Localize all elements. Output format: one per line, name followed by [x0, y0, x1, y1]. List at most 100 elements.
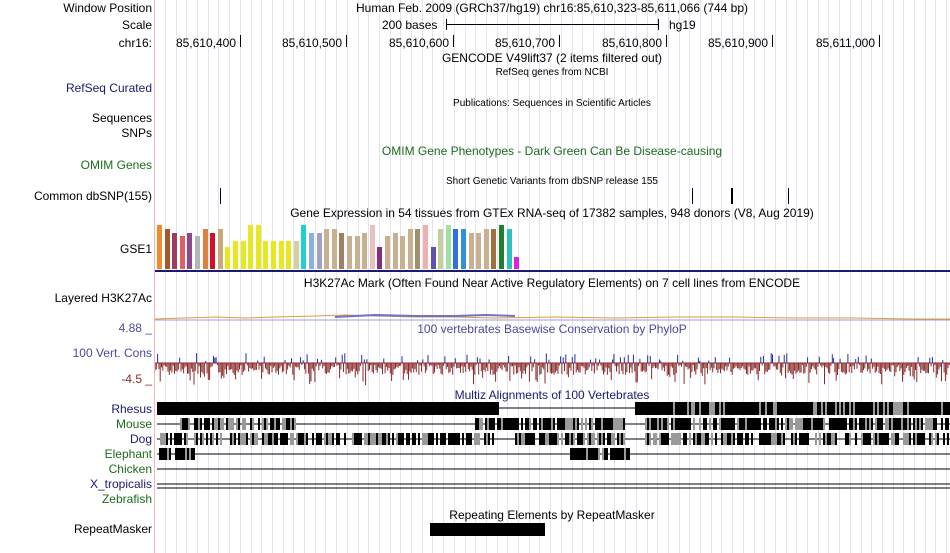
multiz-dog-block	[270, 433, 272, 445]
multiz-dog-block	[290, 433, 292, 445]
gtex-tissue-bar[interactable]	[355, 236, 360, 269]
multiz-mouse-block	[687, 418, 689, 430]
gtex-tissue-bar[interactable]	[377, 247, 382, 269]
multiz-rhesus-block	[731, 402, 733, 415]
multiz-dog-block	[220, 433, 222, 445]
multiz-rhesus-block	[859, 402, 861, 415]
dbsnp-variant[interactable]	[731, 188, 733, 204]
multiz-mouse-block	[885, 418, 887, 430]
gtex-tissue-bar[interactable]	[294, 241, 299, 269]
omim-track-label[interactable]: OMIM Genes	[80, 158, 152, 172]
gtex-tissue-bar[interactable]	[408, 229, 413, 269]
gtex-tissue-bar[interactable]	[393, 233, 398, 269]
multiz-dog-block	[845, 433, 847, 445]
multiz-mouse-block	[258, 418, 260, 430]
gtex-tissue-bar[interactable]	[484, 229, 489, 269]
gtex-tissue-bar[interactable]	[491, 229, 496, 269]
multiz-species-elephant[interactable]: Elephant	[104, 447, 152, 461]
gtex-tissue-bar[interactable]	[286, 241, 291, 269]
multiz-dog-block	[466, 433, 468, 445]
gtex-tissue-bar[interactable]	[362, 233, 367, 269]
h3k27ac-track-label[interactable]: Layered H3K27Ac	[54, 291, 152, 305]
phylop-track-label[interactable]: 100 Vert. Cons	[72, 346, 152, 360]
multiz-dog-block	[555, 433, 557, 445]
multiz-mouse-block	[274, 418, 276, 430]
multiz-mouse-block	[945, 418, 947, 430]
dbsnp-track-label[interactable]: Common dbSNP(155)	[33, 189, 152, 203]
refseq-track-label[interactable]: RefSeq Curated	[65, 81, 152, 95]
multiz-species-zebrafish[interactable]: Zebrafish	[101, 492, 152, 506]
gtex-tissue-bar[interactable]	[499, 225, 504, 269]
multiz-rhesus-block	[775, 402, 777, 415]
gtex-tissue-bar[interactable]	[187, 233, 192, 269]
gtex-tissue-bar[interactable]	[453, 229, 458, 269]
gtex-tissue-bar[interactable]	[507, 229, 512, 269]
gridline	[754, 0, 755, 553]
gtex-tissue-bar[interactable]	[271, 241, 276, 269]
multiz-dog-block	[539, 433, 541, 445]
gtex-tissue-bar[interactable]	[210, 233, 215, 269]
gtex-tissue-bar[interactable]	[225, 247, 230, 269]
dbsnp-variant[interactable]	[220, 188, 221, 204]
gtex-tissue-bar[interactable]	[431, 247, 436, 269]
multiz-rhesus-block	[769, 402, 771, 415]
multiz-dog-block	[611, 433, 613, 445]
gtex-tissue-bar[interactable]	[241, 241, 246, 269]
gtex-tissue-bar[interactable]	[400, 236, 405, 269]
gtex-tissue-bar[interactable]	[263, 241, 268, 269]
gtex-tissue-bar[interactable]	[157, 225, 162, 269]
dbsnp-variant[interactable]	[692, 188, 693, 204]
dbsnp-variant[interactable]	[788, 188, 789, 204]
repeatmasker-track-label[interactable]: RepeatMasker	[73, 522, 152, 536]
gtex-tissue-bar[interactable]	[514, 257, 519, 269]
gtex-tissue-bar[interactable]	[317, 233, 322, 269]
multiz-rhesus-block	[821, 402, 823, 415]
gtex-tissue-bar[interactable]	[165, 229, 170, 269]
gtex-tissue-bar[interactable]	[172, 233, 177, 269]
gtex-tissue-bar[interactable]	[256, 225, 261, 269]
multiz-mouse-block	[288, 418, 290, 430]
gtex-tissue-bar[interactable]	[324, 229, 329, 269]
gridline	[400, 0, 401, 553]
multiz-mouse-block	[533, 418, 535, 430]
gtex-tissue-bar[interactable]	[438, 229, 443, 269]
gtex-tissue-bar[interactable]	[385, 236, 390, 269]
multiz-dog-block	[577, 433, 579, 445]
multiz-mouse-block	[833, 418, 835, 430]
multiz-rhesus-block	[855, 402, 857, 415]
gtex-tissue-bar[interactable]	[469, 233, 474, 269]
gtex-tissue-bar[interactable]	[218, 229, 223, 269]
gtex-tissue-bar[interactable]	[233, 241, 238, 269]
gtex-tissue-bar[interactable]	[195, 236, 200, 269]
gtex-tissue-bar[interactable]	[309, 233, 314, 269]
gtex-tissue-bar[interactable]	[347, 236, 352, 269]
multiz-dog-block	[609, 433, 611, 445]
gtex-tissue-bar[interactable]	[370, 225, 375, 269]
sequences-track-label[interactable]: Sequences	[91, 111, 152, 125]
gtex-tissue-bar[interactable]	[279, 241, 284, 269]
multiz-species-chicken[interactable]: Chicken	[108, 462, 152, 476]
gtex-tissue-bar[interactable]	[461, 229, 466, 269]
snps-track-label[interactable]: SNPs	[121, 126, 152, 140]
multiz-species-rhesus[interactable]: Rhesus	[111, 402, 152, 416]
gtex-tissue-bar[interactable]	[332, 229, 337, 269]
multiz-species-mouse[interactable]: Mouse	[115, 417, 152, 431]
gtex-tissue-bar[interactable]	[415, 229, 420, 269]
multiz-species-dog[interactable]: Dog	[129, 432, 152, 446]
gtex-tissue-bar[interactable]	[180, 236, 185, 269]
gtex-tissue-bar[interactable]	[203, 229, 208, 269]
gtex-tissue-bar[interactable]	[248, 225, 253, 269]
multiz-mouse-block	[228, 418, 230, 430]
multiz-rhesus-block	[715, 402, 717, 415]
multiz-elephant-block	[594, 448, 596, 460]
multiz-mouse-block	[907, 418, 909, 430]
gtex-tissue-bar[interactable]	[446, 225, 451, 269]
gtex-tissue-bar[interactable]	[423, 225, 428, 269]
multiz-mouse-block	[899, 418, 901, 430]
gtex-tissue-bar[interactable]	[476, 233, 481, 269]
multiz-species-xtropicalis[interactable]: X_tropicalis	[89, 477, 152, 491]
gtex-track-label[interactable]: GSE1	[119, 242, 152, 256]
gtex-tissue-bar[interactable]	[339, 233, 344, 269]
gtex-tissue-bar[interactable]	[301, 225, 306, 269]
repeat-element[interactable]	[430, 523, 545, 536]
